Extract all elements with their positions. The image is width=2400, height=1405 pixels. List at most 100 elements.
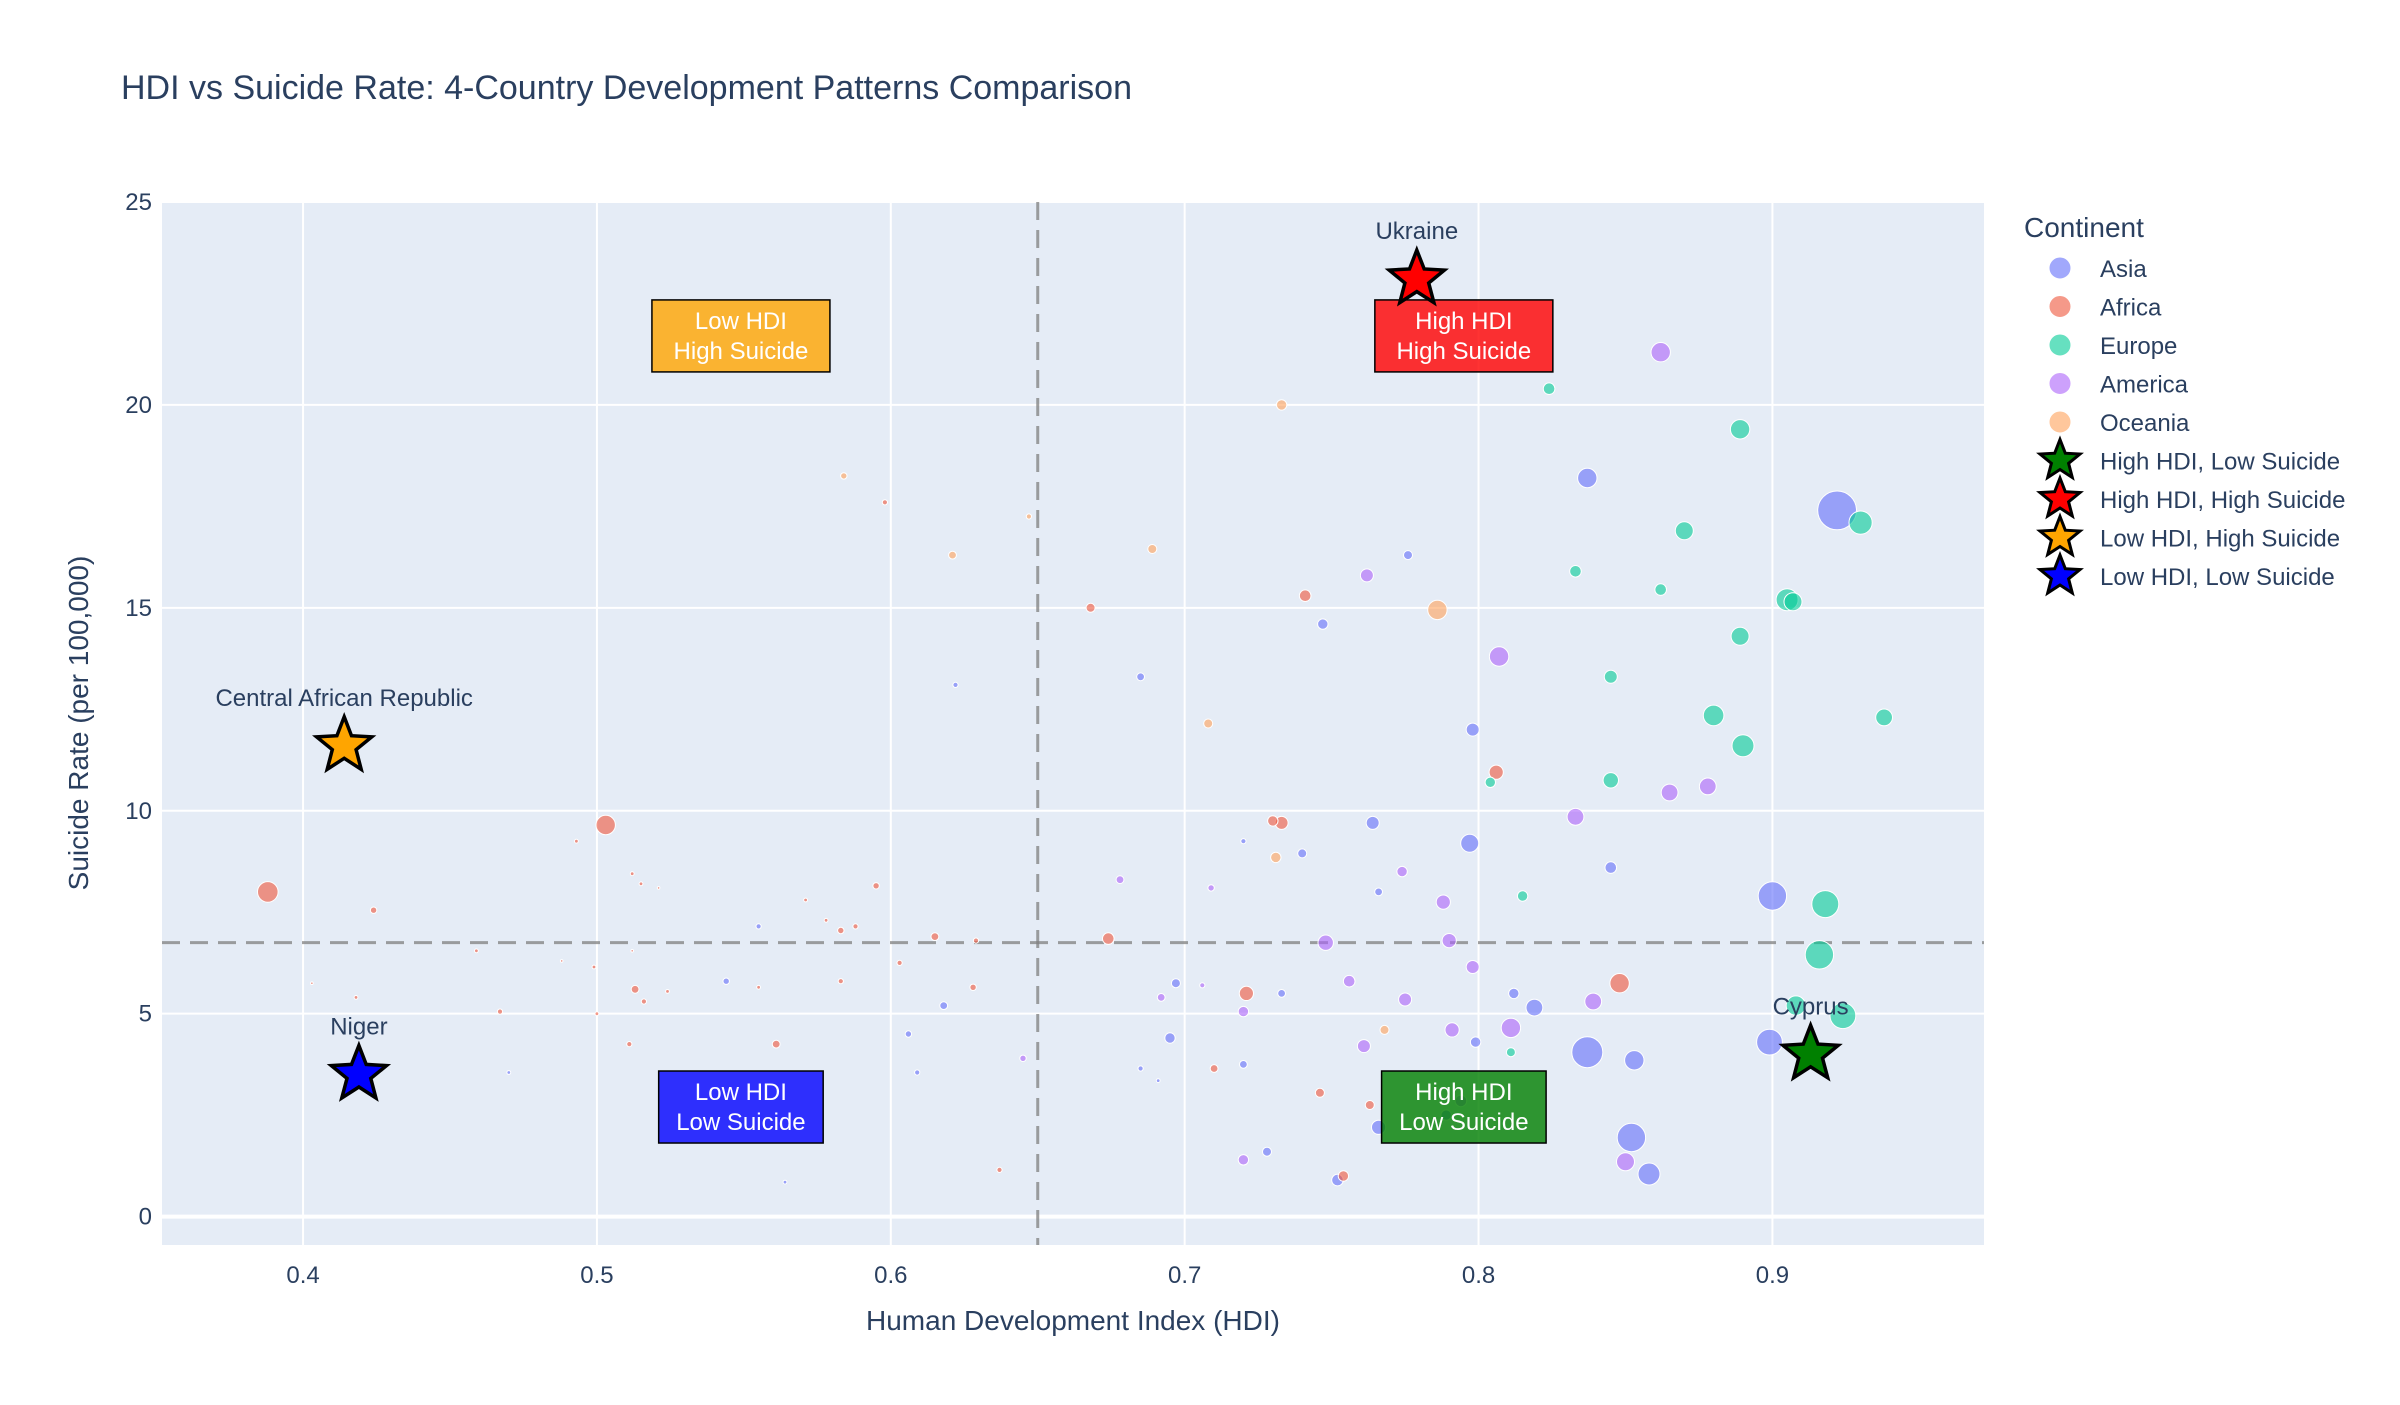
point-africa [1298, 589, 1312, 603]
point-europe [1804, 940, 1835, 970]
point-america [1500, 1017, 1522, 1039]
legend: Continent Asia Africa Europe America Oceania… [2024, 212, 2345, 597]
point-africa [310, 981, 314, 986]
point-africa [1102, 932, 1115, 945]
point-america [1199, 982, 1206, 989]
y-tick-label: 5 [139, 1001, 152, 1028]
chart-title: HDI vs Suicide Rate: 4-Country Developme… [121, 69, 1132, 107]
legend-item-label: High HDI, High Suicide [2100, 487, 2345, 514]
point-oceania [1379, 1024, 1390, 1035]
point-africa [638, 881, 644, 887]
point-africa [594, 1011, 600, 1017]
x-tick-label: 0.5 [580, 1262, 613, 1289]
point-africa [881, 499, 889, 506]
point-oceania [1203, 718, 1214, 729]
point-oceania [948, 550, 957, 560]
point-america [1584, 992, 1603, 1011]
point-europe [1484, 776, 1497, 788]
point-asia [1155, 1078, 1161, 1083]
point-asia [1262, 1146, 1272, 1157]
country-label: Ukraine [1375, 218, 1458, 245]
legend-item-label: High HDI, Low Suicide [2100, 449, 2340, 476]
point-europe [1848, 510, 1873, 535]
point-america [1566, 807, 1585, 826]
legend-item-label: Asia [2100, 256, 2147, 283]
point-africa [626, 1041, 633, 1048]
quadrant-label-box [657, 1070, 824, 1144]
point-africa [930, 932, 940, 941]
point-europe [1730, 626, 1750, 646]
x-tick-label: 0.6 [874, 1262, 907, 1289]
point-africa [996, 1166, 1003, 1174]
point-america [1356, 1039, 1371, 1054]
point-asia [914, 1069, 921, 1076]
y-tick-label: 15 [125, 595, 152, 622]
point-oceania [1025, 513, 1033, 520]
point-asia [1365, 815, 1380, 830]
legend-marker [2048, 295, 2072, 318]
point-asia [1297, 848, 1308, 859]
quadrant-label-text: High HDI [1415, 1079, 1512, 1106]
point-america [1616, 1152, 1635, 1172]
point-asia [1465, 722, 1480, 737]
legend-item-label: Oceania [2100, 410, 2190, 437]
point-africa [837, 978, 844, 985]
legend-item-label: Low HDI, High Suicide [2100, 526, 2340, 553]
point-oceania [1427, 599, 1448, 621]
point-america [1237, 1154, 1250, 1166]
point-america [1237, 1005, 1250, 1018]
point-asia [782, 1179, 788, 1185]
point-africa [872, 882, 880, 890]
point-america [1115, 875, 1125, 885]
point-africa [353, 995, 359, 1000]
y-tick-label: 20 [125, 392, 152, 419]
point-europe [1569, 565, 1582, 578]
point-asia [1137, 1065, 1144, 1072]
legend-marker [2048, 256, 2072, 280]
point-africa [771, 1039, 781, 1049]
point-asia [755, 923, 762, 930]
point-asia [939, 1001, 949, 1010]
point-europe [1729, 419, 1751, 440]
point-asia [1756, 1028, 1783, 1056]
grid-lines [162, 201, 1984, 1245]
point-africa [852, 923, 859, 930]
point-europe [1875, 708, 1893, 727]
x-axis-title: Human Development Index (HDI) [866, 1305, 1280, 1336]
point-america [1441, 933, 1457, 949]
y-tick-label: 0 [139, 1204, 152, 1231]
point-america [1488, 646, 1510, 667]
point-oceania [840, 472, 848, 480]
point-africa [972, 937, 980, 944]
highlight-markers: Cyprus Ukraine Central African Republic Nig… [215, 218, 1849, 1102]
point-asia [1571, 1036, 1604, 1069]
point-europe [1603, 669, 1618, 684]
data-points [257, 342, 1893, 1187]
point-asia [1460, 833, 1480, 853]
point-oceania [1147, 544, 1158, 554]
point-america [1435, 894, 1451, 910]
point-america [1359, 568, 1374, 583]
point-africa [1267, 815, 1279, 827]
legend-item-label: Low HDI, Low Suicide [2100, 564, 2335, 591]
point-africa [1488, 764, 1504, 780]
point-africa [595, 814, 616, 836]
point-asia [1604, 861, 1618, 874]
point-europe [1829, 1002, 1857, 1030]
quadrant-labels: Low HDI High Suicide High HDI High Suicide L… [651, 299, 1554, 1144]
point-asia [1757, 881, 1788, 911]
point-africa [1085, 602, 1096, 613]
point-america [1207, 884, 1215, 892]
point-asia [1469, 1036, 1482, 1048]
x-tick-label: 0.4 [286, 1262, 319, 1289]
point-africa [803, 897, 808, 903]
quadrant-label-text: High Suicide [1396, 338, 1531, 365]
point-america [1444, 1022, 1460, 1038]
point-africa [630, 984, 640, 994]
point-europe [1505, 1047, 1516, 1058]
legend-item-label: Africa [2100, 295, 2162, 322]
point-africa [630, 949, 635, 953]
point-asia [1577, 467, 1598, 489]
quadrant-label-text: High HDI [1415, 308, 1512, 335]
